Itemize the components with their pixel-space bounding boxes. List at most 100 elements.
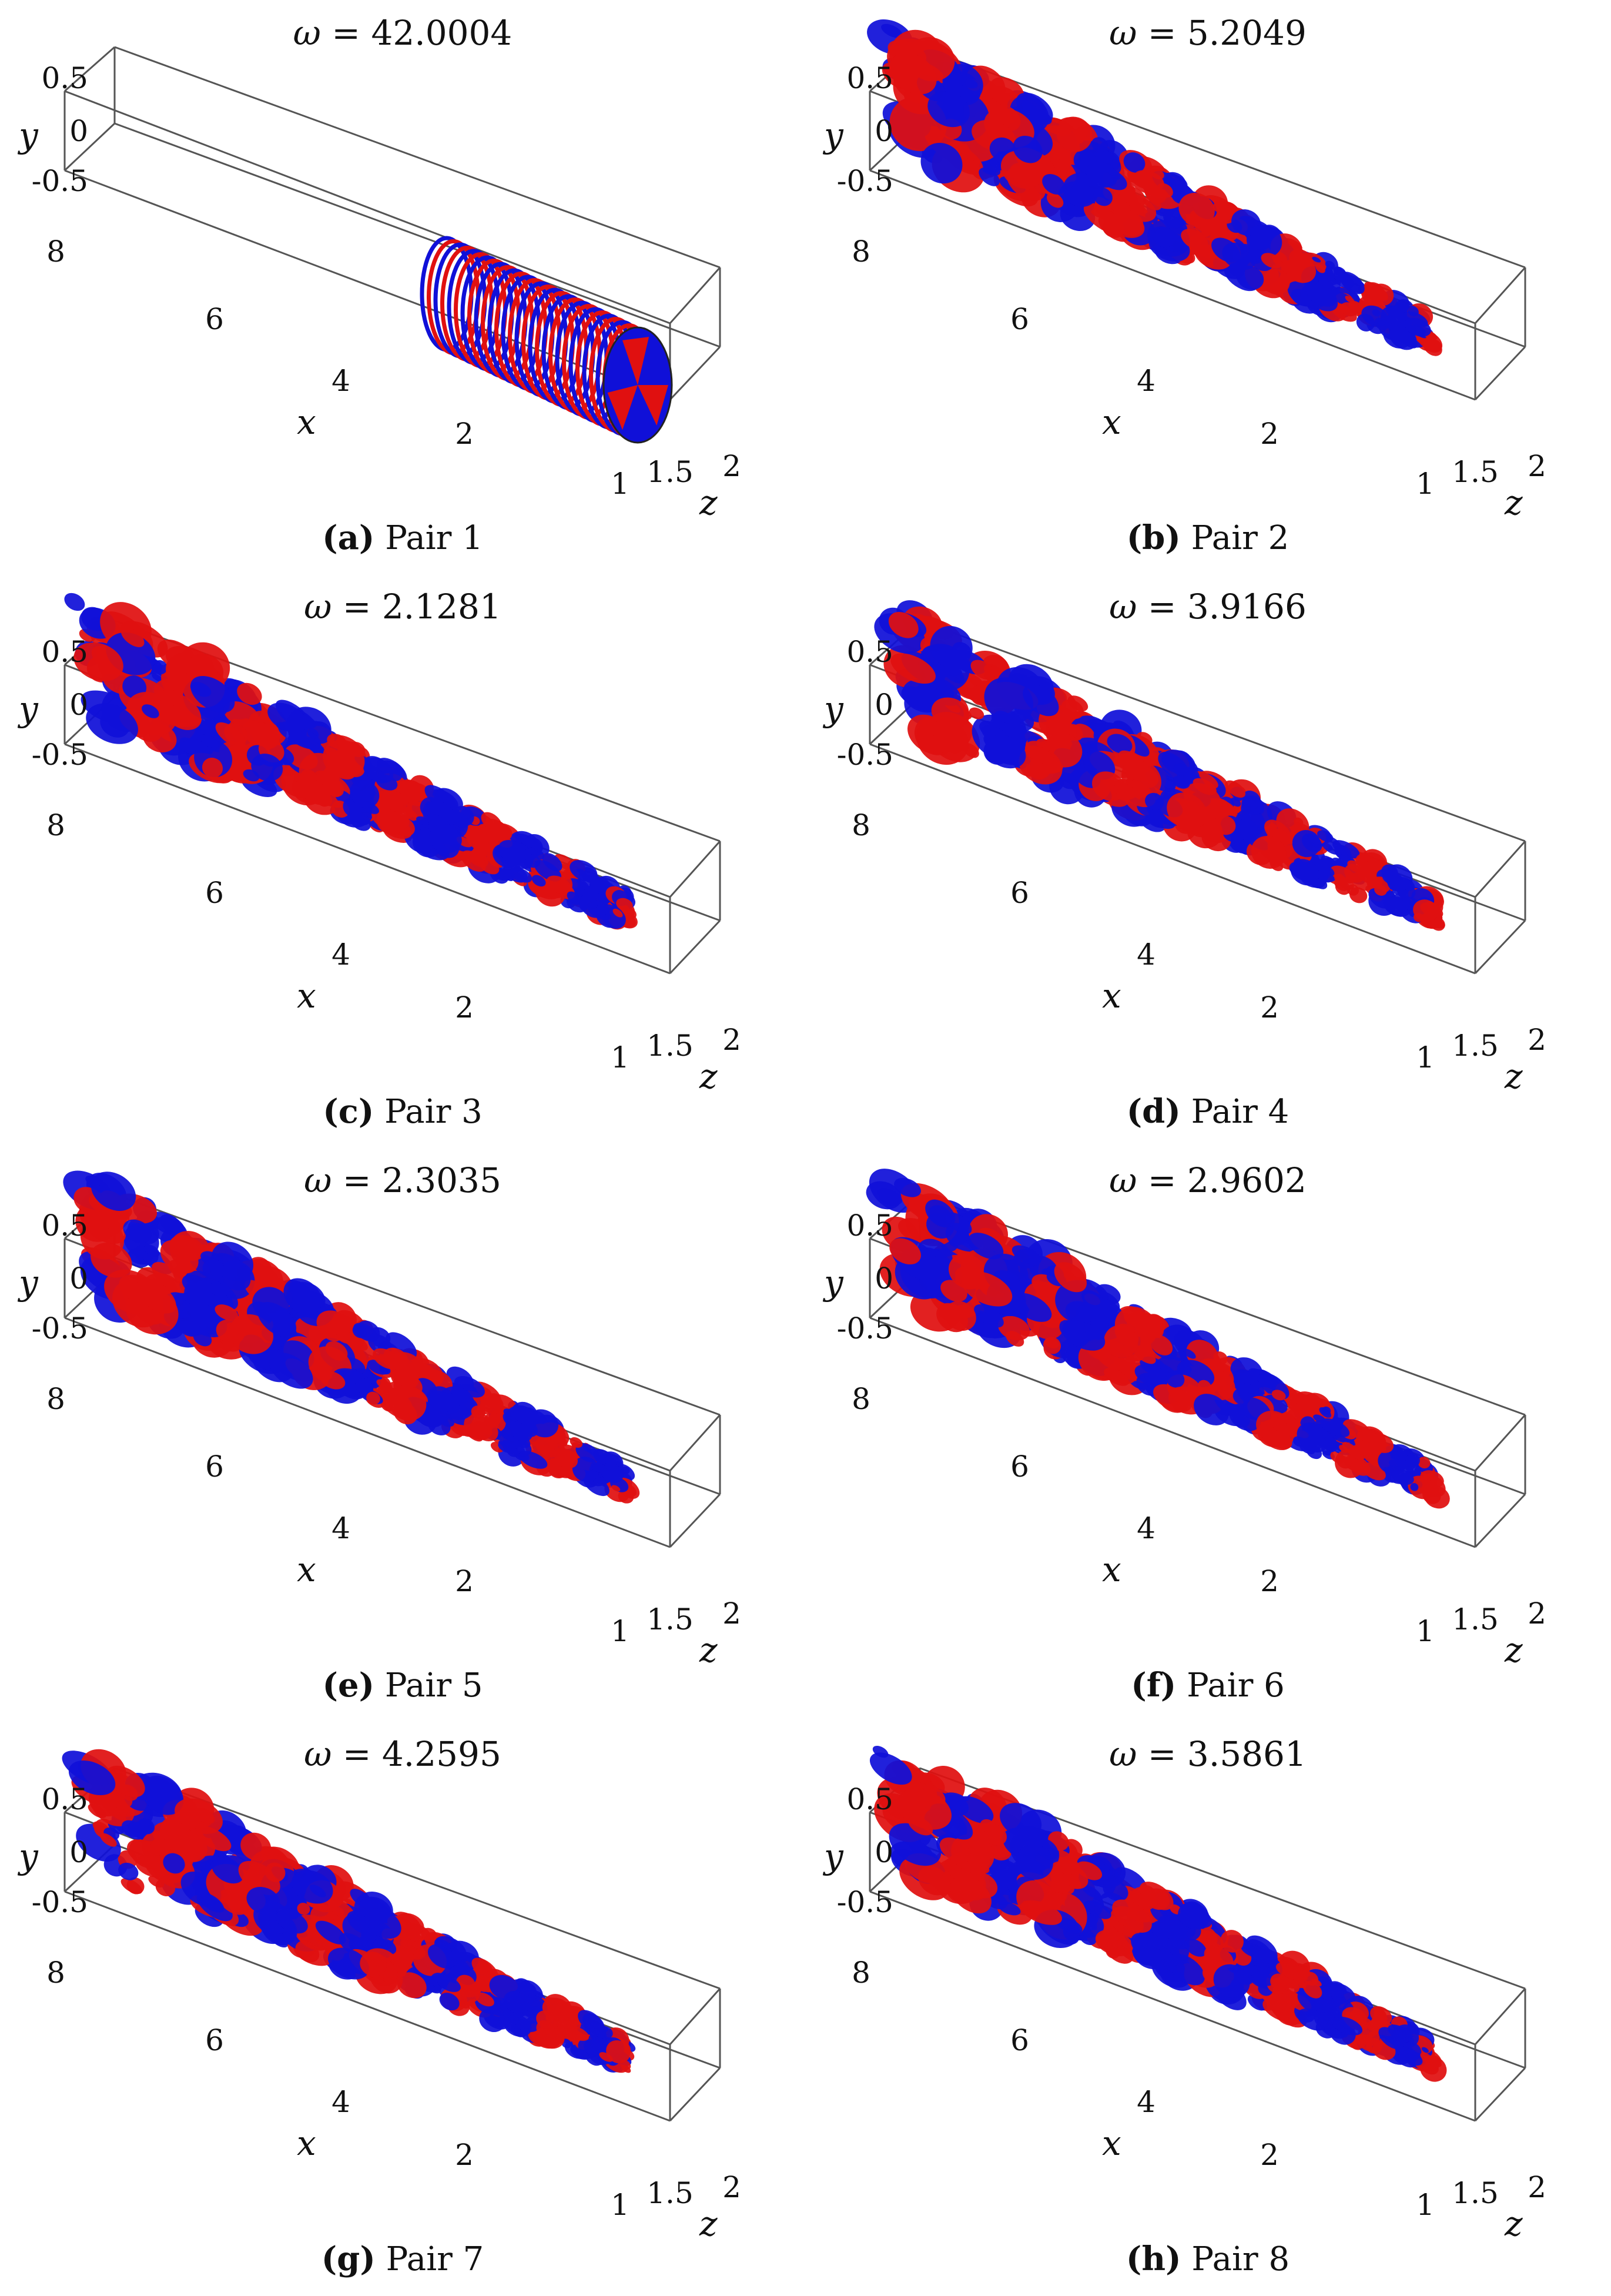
x-tick-label: 8 <box>852 1382 870 1416</box>
vortex-blob <box>1178 193 1215 226</box>
vortex-blob <box>890 653 936 684</box>
vortex-blob <box>396 1352 426 1378</box>
vortex-blob <box>195 1825 232 1852</box>
caption-text: Pair 8 <box>1181 2240 1290 2278</box>
y-axis-label: y <box>17 1836 39 1876</box>
equals-sign: = <box>320 13 371 53</box>
vortex-blob <box>85 1175 101 1187</box>
y-axis-label: y <box>822 1836 844 1876</box>
vortex-blob <box>226 1333 240 1344</box>
vortex-blob <box>1076 1861 1103 1880</box>
y-tick-label: 0 <box>69 1261 88 1296</box>
panel-title: ω = 2.1281 <box>0 587 805 627</box>
vortex-blob <box>1016 1844 1053 1880</box>
x-tick-label: 6 <box>205 2023 224 2057</box>
vortex-blob <box>175 1236 201 1260</box>
vortex-blob <box>889 52 937 95</box>
x-tick-label: 2 <box>1260 2138 1279 2172</box>
vortex-blob <box>269 1353 313 1389</box>
z-tick-label: 2 <box>722 1597 741 1631</box>
vortex-blob <box>1056 116 1093 152</box>
vortex-structures <box>62 1749 636 2073</box>
vortex-blob <box>416 816 430 825</box>
vortex-blob <box>288 727 321 749</box>
vortex-blob <box>1347 860 1364 873</box>
vortex-blob <box>327 1947 370 1980</box>
vortex-blob <box>1318 276 1329 287</box>
vortex-blob <box>86 703 138 744</box>
vortex-blob <box>1319 1999 1337 2014</box>
vortex-blob <box>1198 1380 1211 1393</box>
vortex-blob <box>202 758 223 778</box>
vortex-blob <box>192 741 211 753</box>
omega-value: 3.9166 <box>1187 587 1307 627</box>
vortex-blob <box>1222 242 1257 270</box>
vortex-blob <box>1374 884 1387 896</box>
box-edge <box>63 122 116 172</box>
panel-title: ω = 5.2049 <box>805 13 1610 53</box>
vortex-blob <box>195 1808 215 1824</box>
vortex-blob <box>1134 170 1164 190</box>
vortex-blob <box>1225 780 1245 798</box>
panel-caption: (g) Pair 7 <box>0 2240 805 2278</box>
vortex-structures <box>63 1170 640 1504</box>
vortex-blob <box>1236 265 1264 290</box>
z-tick-label: 1.5 <box>1452 1029 1499 1063</box>
vortex-blob <box>498 868 515 880</box>
z-axis-label: z <box>699 2204 718 2238</box>
vortex-blob <box>1113 720 1133 737</box>
vortex-blob <box>1251 836 1287 869</box>
equals-sign: = <box>331 1734 382 1774</box>
vortex-blob <box>471 1416 498 1441</box>
x-tick-label: 2 <box>455 2138 474 2172</box>
vortex-blob <box>1345 296 1355 304</box>
vortex-blob <box>251 754 283 782</box>
vortex-blob <box>872 1745 889 1758</box>
vortex-blob <box>126 1877 145 1895</box>
vortex-blob <box>434 1939 451 1950</box>
y-tick-label: 0 <box>69 1835 88 1869</box>
x-tick-label: 2 <box>1260 417 1279 451</box>
vortex-blob <box>1091 137 1108 152</box>
vortex-blob <box>421 1927 437 1942</box>
caption-text: Pair 1 <box>374 519 483 557</box>
vortex-blob <box>1093 188 1113 206</box>
subfigure-panel: ω = 3.9166 (d) Pair 4 0.5 0 -0.5 y 8 6 4 2 x 1 1.5 2 z <box>805 574 1610 1147</box>
vortex-blob <box>424 785 457 812</box>
subfigure-panel: ω = 42.0004 (a) Pair 1 0.5 0 -0.5 y 8 6 4 2 x 1 1.5 2… <box>0 0 805 574</box>
x-axis-label: x <box>1102 2123 1121 2163</box>
z-tick-label: 1 <box>1416 467 1435 501</box>
omega-value: 5.2049 <box>1187 13 1307 53</box>
vortex-blob <box>123 1219 152 1243</box>
vortex-blob <box>1184 1938 1207 1957</box>
subfigure-panel: ω = 3.5861 (h) Pair 8 0.5 0 -0.5 y 8 6 4 2 x 1 1.5 2 z <box>805 1721 1610 2295</box>
vortex-blob <box>215 722 246 748</box>
vortex-blob <box>482 1398 501 1414</box>
vortex-blob <box>350 780 380 808</box>
box-edge <box>669 346 721 401</box>
vortex-blob <box>243 769 260 782</box>
omega-symbol: ω <box>293 13 321 53</box>
vortex-blob <box>616 898 633 911</box>
box-edge <box>1474 346 1526 401</box>
vortex-blob <box>1317 830 1334 842</box>
vortex-blob <box>1398 2047 1423 2066</box>
vortex-blob <box>360 1952 387 1977</box>
blade-segment <box>607 385 638 430</box>
panel-title: ω = 3.9166 <box>805 587 1610 627</box>
vortex-blob <box>256 1267 279 1288</box>
z-tick-label: 1 <box>1416 2188 1435 2222</box>
vortex-blob <box>1165 1370 1185 1388</box>
bounding-box <box>63 46 721 401</box>
x-axis-label: x <box>297 1549 316 1589</box>
box-edge <box>1474 1987 1526 2046</box>
x-tick-label: 6 <box>205 876 224 910</box>
vortex-blob <box>1358 1444 1368 1452</box>
y-tick-label: 0 <box>875 688 893 722</box>
